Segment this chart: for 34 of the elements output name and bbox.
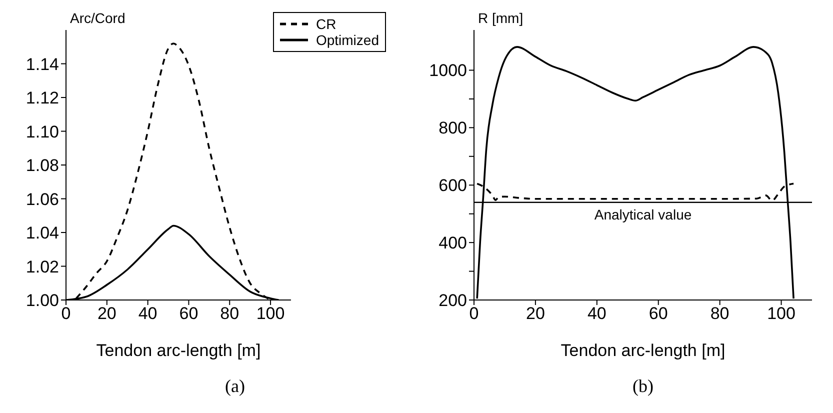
- y-tick-label: 1.06: [26, 190, 59, 209]
- x-tick-label: 60: [648, 304, 668, 324]
- x-tick-label: 40: [138, 304, 158, 324]
- y-tick-label: 1.04: [26, 224, 59, 243]
- x-tick-label: 100: [767, 304, 796, 324]
- y-tick-label: 1.02: [26, 257, 59, 276]
- y-tick-label: 400: [438, 234, 467, 253]
- y-axis-title: Arc/Cord: [70, 10, 126, 26]
- text: (a): [224, 376, 246, 397]
- x-tick-label: 0: [61, 304, 71, 324]
- x-tick-label: 100: [256, 304, 285, 324]
- y-axis-title: R [mm]: [478, 10, 524, 26]
- x-axis-title: Tendon arc-length [m]: [96, 341, 261, 360]
- x-tick-label: 20: [97, 304, 116, 324]
- legend-label: Optimized: [316, 32, 379, 48]
- x-axis-title: Tendon arc-length [m]: [560, 341, 726, 360]
- x-tick-label: 20: [526, 304, 545, 324]
- x-tick-label: 40: [587, 304, 606, 324]
- y-tick-label: 1.08: [26, 156, 59, 176]
- x-tick-label: 80: [220, 304, 240, 324]
- x-tick-label: 0: [469, 304, 479, 324]
- y-tick-label: 200: [438, 291, 467, 310]
- y-tick-label: 600: [438, 176, 467, 196]
- y-tick-label: 1.00: [26, 291, 59, 310]
- legend-label: CR: [316, 16, 336, 32]
- x-tick-label: 80: [710, 304, 730, 324]
- x-tick-label: 60: [179, 304, 198, 324]
- y-tick-label: 1.14: [26, 54, 59, 74]
- ref-line-label: Analytical value: [594, 206, 692, 222]
- text: (b): [632, 376, 654, 397]
- y-tick-label: 1.10: [26, 122, 59, 142]
- y-tick-label: 800: [438, 118, 467, 138]
- y-tick-label: 1.12: [26, 88, 59, 108]
- y-tick-label: 1000: [429, 61, 467, 80]
